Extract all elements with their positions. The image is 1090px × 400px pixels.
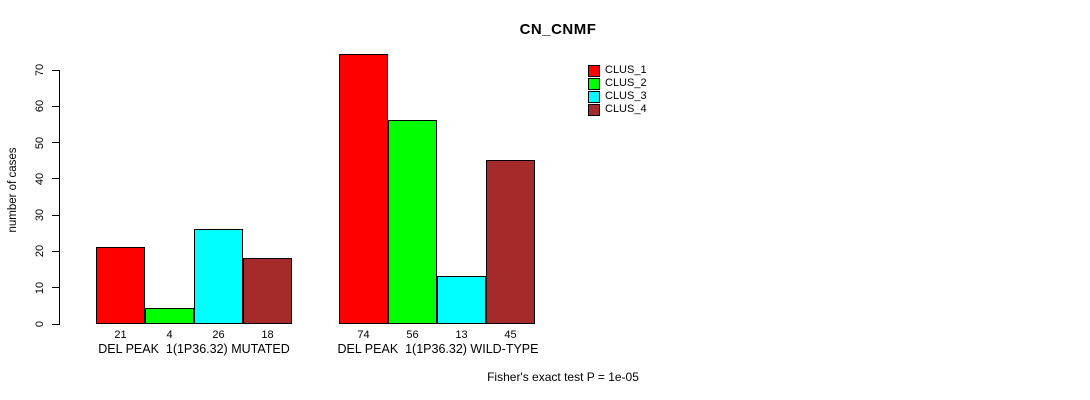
bar — [437, 276, 486, 324]
legend-label: CLUS_2 — [605, 77, 647, 89]
bar — [194, 229, 243, 324]
y-tick-label: 30 — [34, 209, 46, 222]
category-label: DEL PEAK 1(1P36.32) WILD-TYPE — [337, 342, 539, 356]
legend-item: CLUS_2 — [588, 77, 647, 90]
y-tick — [52, 178, 59, 180]
bar-value-label: 4 — [166, 329, 173, 341]
y-tick — [52, 250, 59, 252]
bar — [486, 160, 535, 324]
y-tick-label: 20 — [34, 245, 46, 258]
y-tick-label: 50 — [34, 136, 46, 149]
y-tick-label: 10 — [34, 281, 46, 294]
y-tick — [52, 287, 59, 289]
bar — [145, 308, 194, 324]
y-tick — [52, 142, 59, 144]
bar — [388, 120, 437, 324]
legend-swatch — [588, 103, 600, 116]
y-tick — [52, 105, 59, 107]
y-tick — [52, 323, 59, 325]
category-label: DEL PEAK 1(1P36.32) MUTATED — [98, 342, 290, 356]
legend-swatch — [588, 64, 600, 77]
bar-value-label: 13 — [455, 329, 468, 341]
bar-value-label: 56 — [406, 329, 419, 341]
bar-value-label: 21 — [114, 329, 127, 341]
bar — [243, 258, 292, 324]
y-tick-label: 40 — [34, 172, 46, 185]
bar-value-label: 18 — [261, 329, 274, 341]
y-tick-label: 60 — [34, 100, 46, 113]
fisher-annotation: Fisher's exact test P = 1e-05 — [487, 370, 639, 384]
bar-value-label: 26 — [212, 329, 225, 341]
chart-title: CN_CNMF — [519, 21, 597, 38]
legend-label: CLUS_3 — [605, 90, 647, 102]
y-tick-label: 70 — [34, 63, 46, 77]
legend-item: CLUS_4 — [588, 103, 647, 116]
y-axis-line — [59, 70, 60, 325]
legend-swatch — [588, 77, 600, 90]
bar-value-label: 74 — [357, 329, 370, 341]
legend-label: CLUS_4 — [605, 103, 647, 115]
legend-label: CLUS_1 — [605, 64, 647, 76]
legend: CLUS_1 CLUS_2 CLUS_3 CLUS_4 — [588, 64, 647, 116]
y-axis-label: number of cases — [7, 147, 19, 233]
y-tick — [52, 214, 59, 216]
legend-item: CLUS_3 — [588, 90, 647, 103]
y-tick — [52, 69, 59, 71]
bar — [96, 247, 145, 324]
bar-value-label: 45 — [504, 329, 517, 341]
bar — [339, 54, 388, 324]
legend-item: CLUS_1 — [588, 64, 647, 77]
y-tick-label: 0 — [34, 320, 46, 328]
legend-swatch — [588, 90, 600, 103]
